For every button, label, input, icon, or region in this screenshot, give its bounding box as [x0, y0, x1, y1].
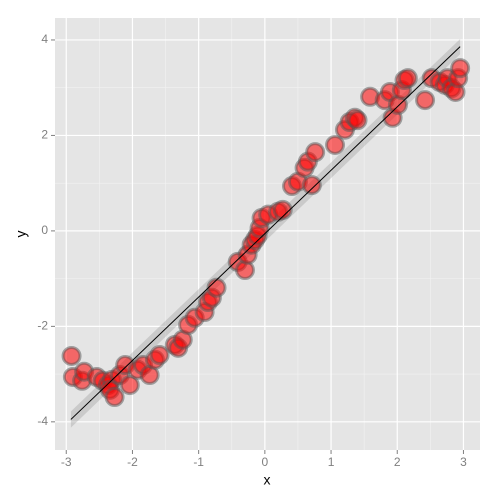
y-tick-label: 4 [41, 32, 48, 46]
point [325, 134, 346, 155]
point [305, 142, 326, 163]
x-tick-label: 1 [328, 455, 335, 469]
point [61, 345, 82, 366]
point [119, 375, 140, 396]
y-tick-label: 2 [41, 128, 48, 142]
point [415, 90, 436, 111]
point [149, 345, 170, 366]
x-axis-label: x [264, 472, 271, 488]
x-tick-label: -1 [193, 455, 204, 469]
y-axis-label: y [13, 231, 29, 238]
x-tick-label: -3 [61, 455, 72, 469]
y-tick-label: -2 [37, 319, 48, 333]
point [206, 277, 227, 298]
y-tick-label: -4 [37, 414, 48, 428]
point [347, 110, 368, 131]
x-tick-label: -2 [127, 455, 138, 469]
point [272, 199, 293, 220]
point [450, 58, 471, 79]
x-tick-label: 2 [394, 455, 401, 469]
x-tick-label: 3 [460, 455, 467, 469]
point [301, 175, 322, 196]
y-tick-label: 0 [41, 223, 48, 237]
point [104, 387, 125, 408]
fit-line [70, 46, 461, 420]
x-tick-label: 0 [262, 455, 269, 469]
point [397, 68, 418, 89]
